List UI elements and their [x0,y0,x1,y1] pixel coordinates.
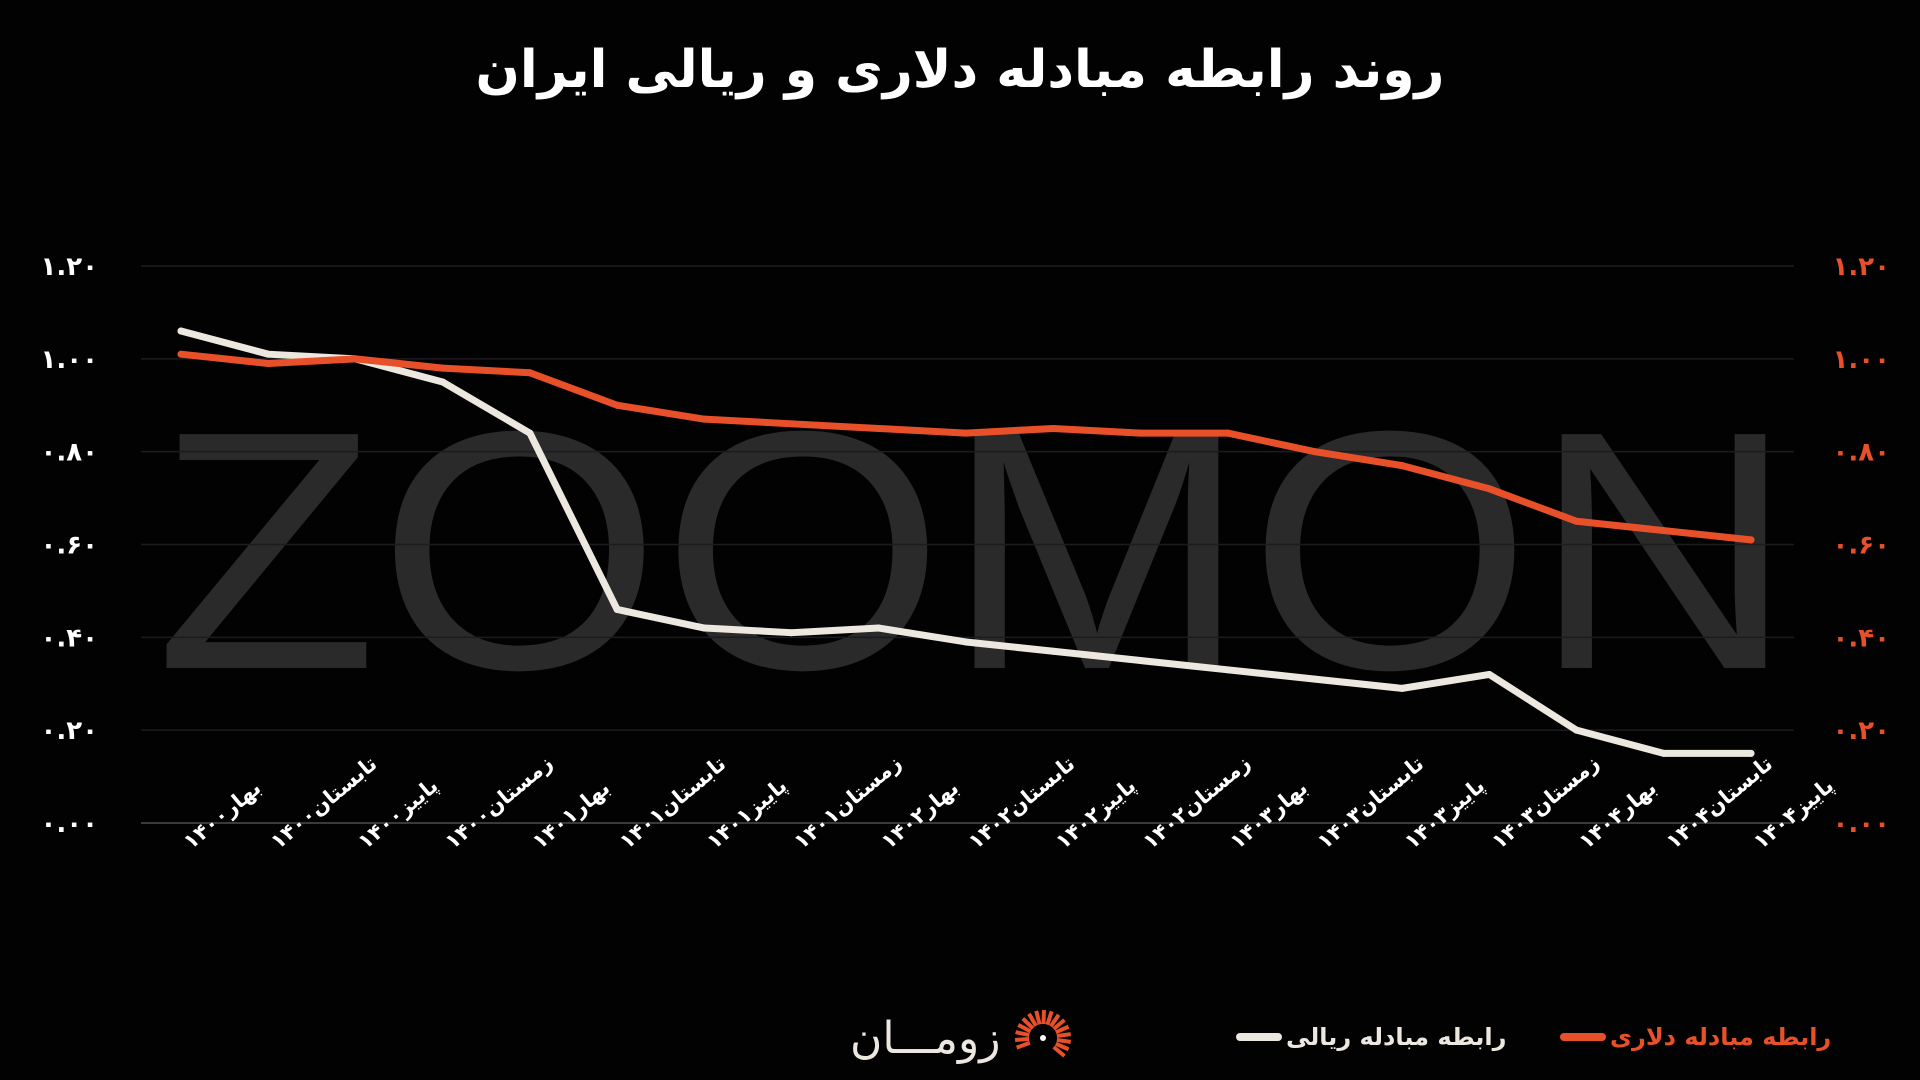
logo-sunburst-icon [1015,1009,1072,1058]
right-y-tick-label: ۰.۰۰ [1833,809,1890,839]
left-y-tick-label: ۰.۲۰ [41,716,98,746]
logo-ray [1055,1024,1070,1035]
logo-ray [1027,1012,1039,1027]
data-point [1747,536,1755,544]
data-point [1049,647,1057,655]
x-tick-label: پاییز۱۴۰۴ [1749,773,1838,853]
legend-label-rial: رابطه مبادله ریالی [1286,1023,1507,1051]
logo-ray [1015,1030,1031,1038]
left-y-tick-label: ۰.۸۰ [41,438,98,468]
data-point [1485,670,1493,678]
data-point [1311,448,1319,456]
right-y-tick-label: ۱.۰۰ [1833,345,1890,375]
logo-ray [1057,1032,1072,1039]
data-point [1136,429,1144,437]
data-point [1660,749,1668,757]
data-point [1660,527,1668,535]
data-point [1573,517,1581,525]
legend-label-dollar: رابطه مبادله دلاری [1610,1023,1832,1051]
data-point [1224,429,1232,437]
data-point [1049,424,1057,432]
x-tick-label: بهار۱۴۰۰ [179,776,266,854]
logo-ray [1045,1010,1055,1026]
logo-text: زومـــان [850,1012,1001,1064]
data-point [1485,485,1493,493]
data-point [788,420,796,428]
left-y-tick-label: ۰.۴۰ [41,623,98,653]
data-point [526,429,534,437]
right-y-tick-label: ۰.۶۰ [1833,531,1890,561]
data-point [1398,684,1406,692]
data-point [177,350,185,358]
data-point [1573,726,1581,734]
logo-ray [1049,1013,1061,1028]
x-tick-label: پاییز۱۴۰۰ [353,773,442,853]
data-point [1311,675,1319,683]
right-y-tick-label: ۰.۲۰ [1833,716,1890,746]
logo-ray [1052,1018,1067,1031]
legend-swatch-rial [1236,1033,1282,1041]
zoomon-logo: زومـــان [850,1008,1074,1068]
x-tick-label: پاییز۱۴۰۱ [702,773,791,853]
left-y-tick-label: ۱.۲۰ [41,252,98,282]
left-y-tick-label: ۰.۰۰ [41,809,98,839]
x-tick-label: بهار۱۴۰۲ [877,776,964,854]
left-y-tick-label: ۰.۶۰ [41,531,98,561]
data-point [613,605,621,613]
data-point [526,369,534,377]
x-tick-label: بهار۱۴۰۱ [528,776,615,854]
logo-ray [1021,1017,1035,1030]
data-point [962,429,970,437]
logo-ray [1016,1040,1031,1050]
data-point [439,364,447,372]
data-point [613,401,621,409]
data-point [177,327,185,335]
data-point [439,378,447,386]
data-point [788,629,796,637]
watermark: ZOOMON [155,361,1795,741]
x-tick-label: بهار۱۴۰۳ [1225,776,1312,854]
data-point [1224,666,1232,674]
logo-ray [1055,1041,1070,1052]
data-point [700,624,708,632]
logo-ray [1057,1037,1072,1044]
data-point [962,638,970,646]
data-point [700,415,708,423]
data-point [875,624,883,632]
logo-ray [1015,1036,1030,1042]
data-point [1136,657,1144,665]
x-tick-label: پاییز۱۴۰۳ [1400,773,1489,853]
logo-ray [1034,1010,1043,1025]
logo-center [1040,1035,1047,1041]
right-y-tick-label: ۰.۴۰ [1833,623,1890,653]
data-point [1398,462,1406,470]
logo-ray [1017,1023,1033,1034]
right-y-tick-label: ۰.۸۰ [1833,438,1890,468]
data-point [264,359,272,367]
x-tick-label: پاییز۱۴۰۲ [1051,773,1140,853]
logo-ray [1052,1045,1067,1058]
legend-swatch-dollar [1560,1033,1606,1041]
legend-item-dollar: رابطه مبادله دلاری [1560,1012,1831,1062]
chart-title: روند رابطه مبادله دلاری و ریالی ایران [475,40,1445,100]
data-point [875,424,883,432]
data-point [264,350,272,358]
data-point [1747,749,1755,757]
left-y-tick-label: ۱.۰۰ [41,345,98,375]
right-y-tick-label: ۱.۲۰ [1833,252,1890,282]
legend-item-rial: رابطه مبادله ریالی [1236,1012,1506,1062]
data-point [351,355,359,363]
x-tick-label: بهار۱۴۰۴ [1574,776,1661,854]
